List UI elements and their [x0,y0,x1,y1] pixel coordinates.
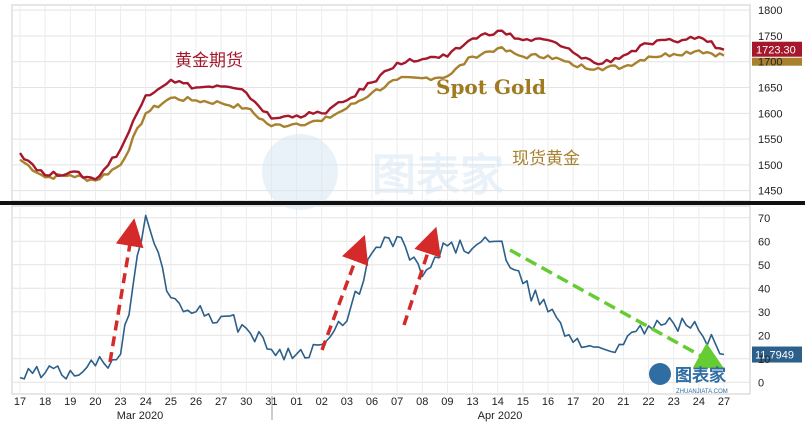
futures-series-label: 黄金期货 [175,51,243,71]
top-grid [12,5,750,201]
x-tick-label: 17 [14,396,26,408]
x-tick-label: 23 [114,396,126,408]
bottom-y-tick-label: 10 [758,354,770,366]
x-tick-label: 06 [366,396,378,408]
x-tick-label: 24 [140,396,152,408]
green-trend-arrow [509,248,725,369]
red-trend-arrows [108,218,441,363]
top-y-tick-label: 1750 [758,31,782,43]
x-tick-label: 20 [89,396,101,408]
x-tick-label: 15 [517,396,529,408]
watermark-small-subtext: ZHUANJIATA.COM [676,389,728,395]
red-arrow-1 [108,218,144,363]
bottom-y-tick-label: 50 [758,260,770,272]
x-tick-label: 27 [215,396,227,408]
bottom-series [19,214,725,380]
x-tick-label: 16 [542,396,554,408]
last-value-bottom-box [752,346,802,363]
x-tick-label: 17 [567,396,579,408]
month-label-apr: Apr 2020 [478,410,523,422]
last-value-futures-box [752,41,802,57]
bottom-y-axis: 0 10 20 30 40 50 60 70 [758,213,770,390]
top-y-tick-label: 1450 [758,186,782,198]
top-y-tick-label: 1500 [758,160,782,172]
red-arrow-2 [320,234,369,351]
top-plot-area [11,4,751,202]
x-tick-label: 25 [165,396,177,408]
top-series [19,29,725,182]
month-label-mar: Mar 2020 [117,410,163,422]
last-value-bottom: 11.7949 [752,346,802,363]
x-tick-label: 27 [718,396,730,408]
bottom-series-line [19,214,725,380]
x-tick-label: 20 [592,396,604,408]
bottom-y-tick-label: 20 [758,330,770,342]
top-y-tick-label: 1700 [758,57,782,69]
x-tick-label: 30 [240,396,252,408]
gold-futures-line [19,29,725,181]
x-tick-label: 14 [492,396,504,408]
spot-gold-cn-label: 现货黄金 [512,149,580,169]
bottom-y-tick-label: 70 [758,213,770,225]
top-y-tick-label: 1550 [758,134,782,146]
x-tick-label: 19 [64,396,76,408]
x-axis: 17 18 19 20 23 24 25 26 27 30 31 01 02 03 06 07 08 09 13 14… [14,396,730,408]
bottom-y-tick-label: 40 [758,283,770,295]
bottom-y-tick-label: 60 [758,236,770,248]
x-tick-label: 02 [316,396,328,408]
spot-gold-label: Spot Gold [436,75,546,99]
x-tick-label: 08 [416,396,428,408]
last-value-futures-text: 1723.30 [756,45,796,57]
top-y-tick-label: 1800 [758,5,782,17]
watermark-small: 图表家 ZHUANJIATA.COM [649,363,728,395]
top-y-tick-label: 1650 [758,83,782,95]
x-tick-label: 18 [39,396,51,408]
x-tick-label: 09 [441,396,453,408]
last-value-futures: 1723.30 [752,41,802,57]
last-value-bottom-text: 11.7949 [755,350,794,362]
watermark-logo-icon [262,134,338,210]
x-tick-label: 21 [617,396,629,408]
watermark-small-text: 图表家 [675,365,726,386]
top-y-axis: 1450 1500 1550 1600 1650 1700 1750 1800 [758,5,782,198]
x-tick-label: 13 [466,396,478,408]
panel-divider [0,201,805,205]
spot-gold-line [19,46,725,182]
bottom-y-tick-label: 0 [758,377,764,389]
x-tick-label: 23 [668,396,680,408]
bottom-plot-area [11,205,751,395]
watermark-text: 图表家 [372,150,504,201]
x-tick-label: 24 [693,396,705,408]
last-value-spot-box [752,57,802,66]
watermark-small-logo-icon [649,363,671,385]
x-tick-label: 01 [290,396,302,408]
x-tick-label: 31 [265,396,277,408]
x-tick-label: 22 [642,396,654,408]
x-tick-label: 26 [190,396,202,408]
top-y-tick-label: 1600 [758,108,782,120]
x-tick-label: 07 [391,396,403,408]
bottom-y-tick-label: 30 [758,307,770,319]
x-tick-label: 03 [341,396,353,408]
